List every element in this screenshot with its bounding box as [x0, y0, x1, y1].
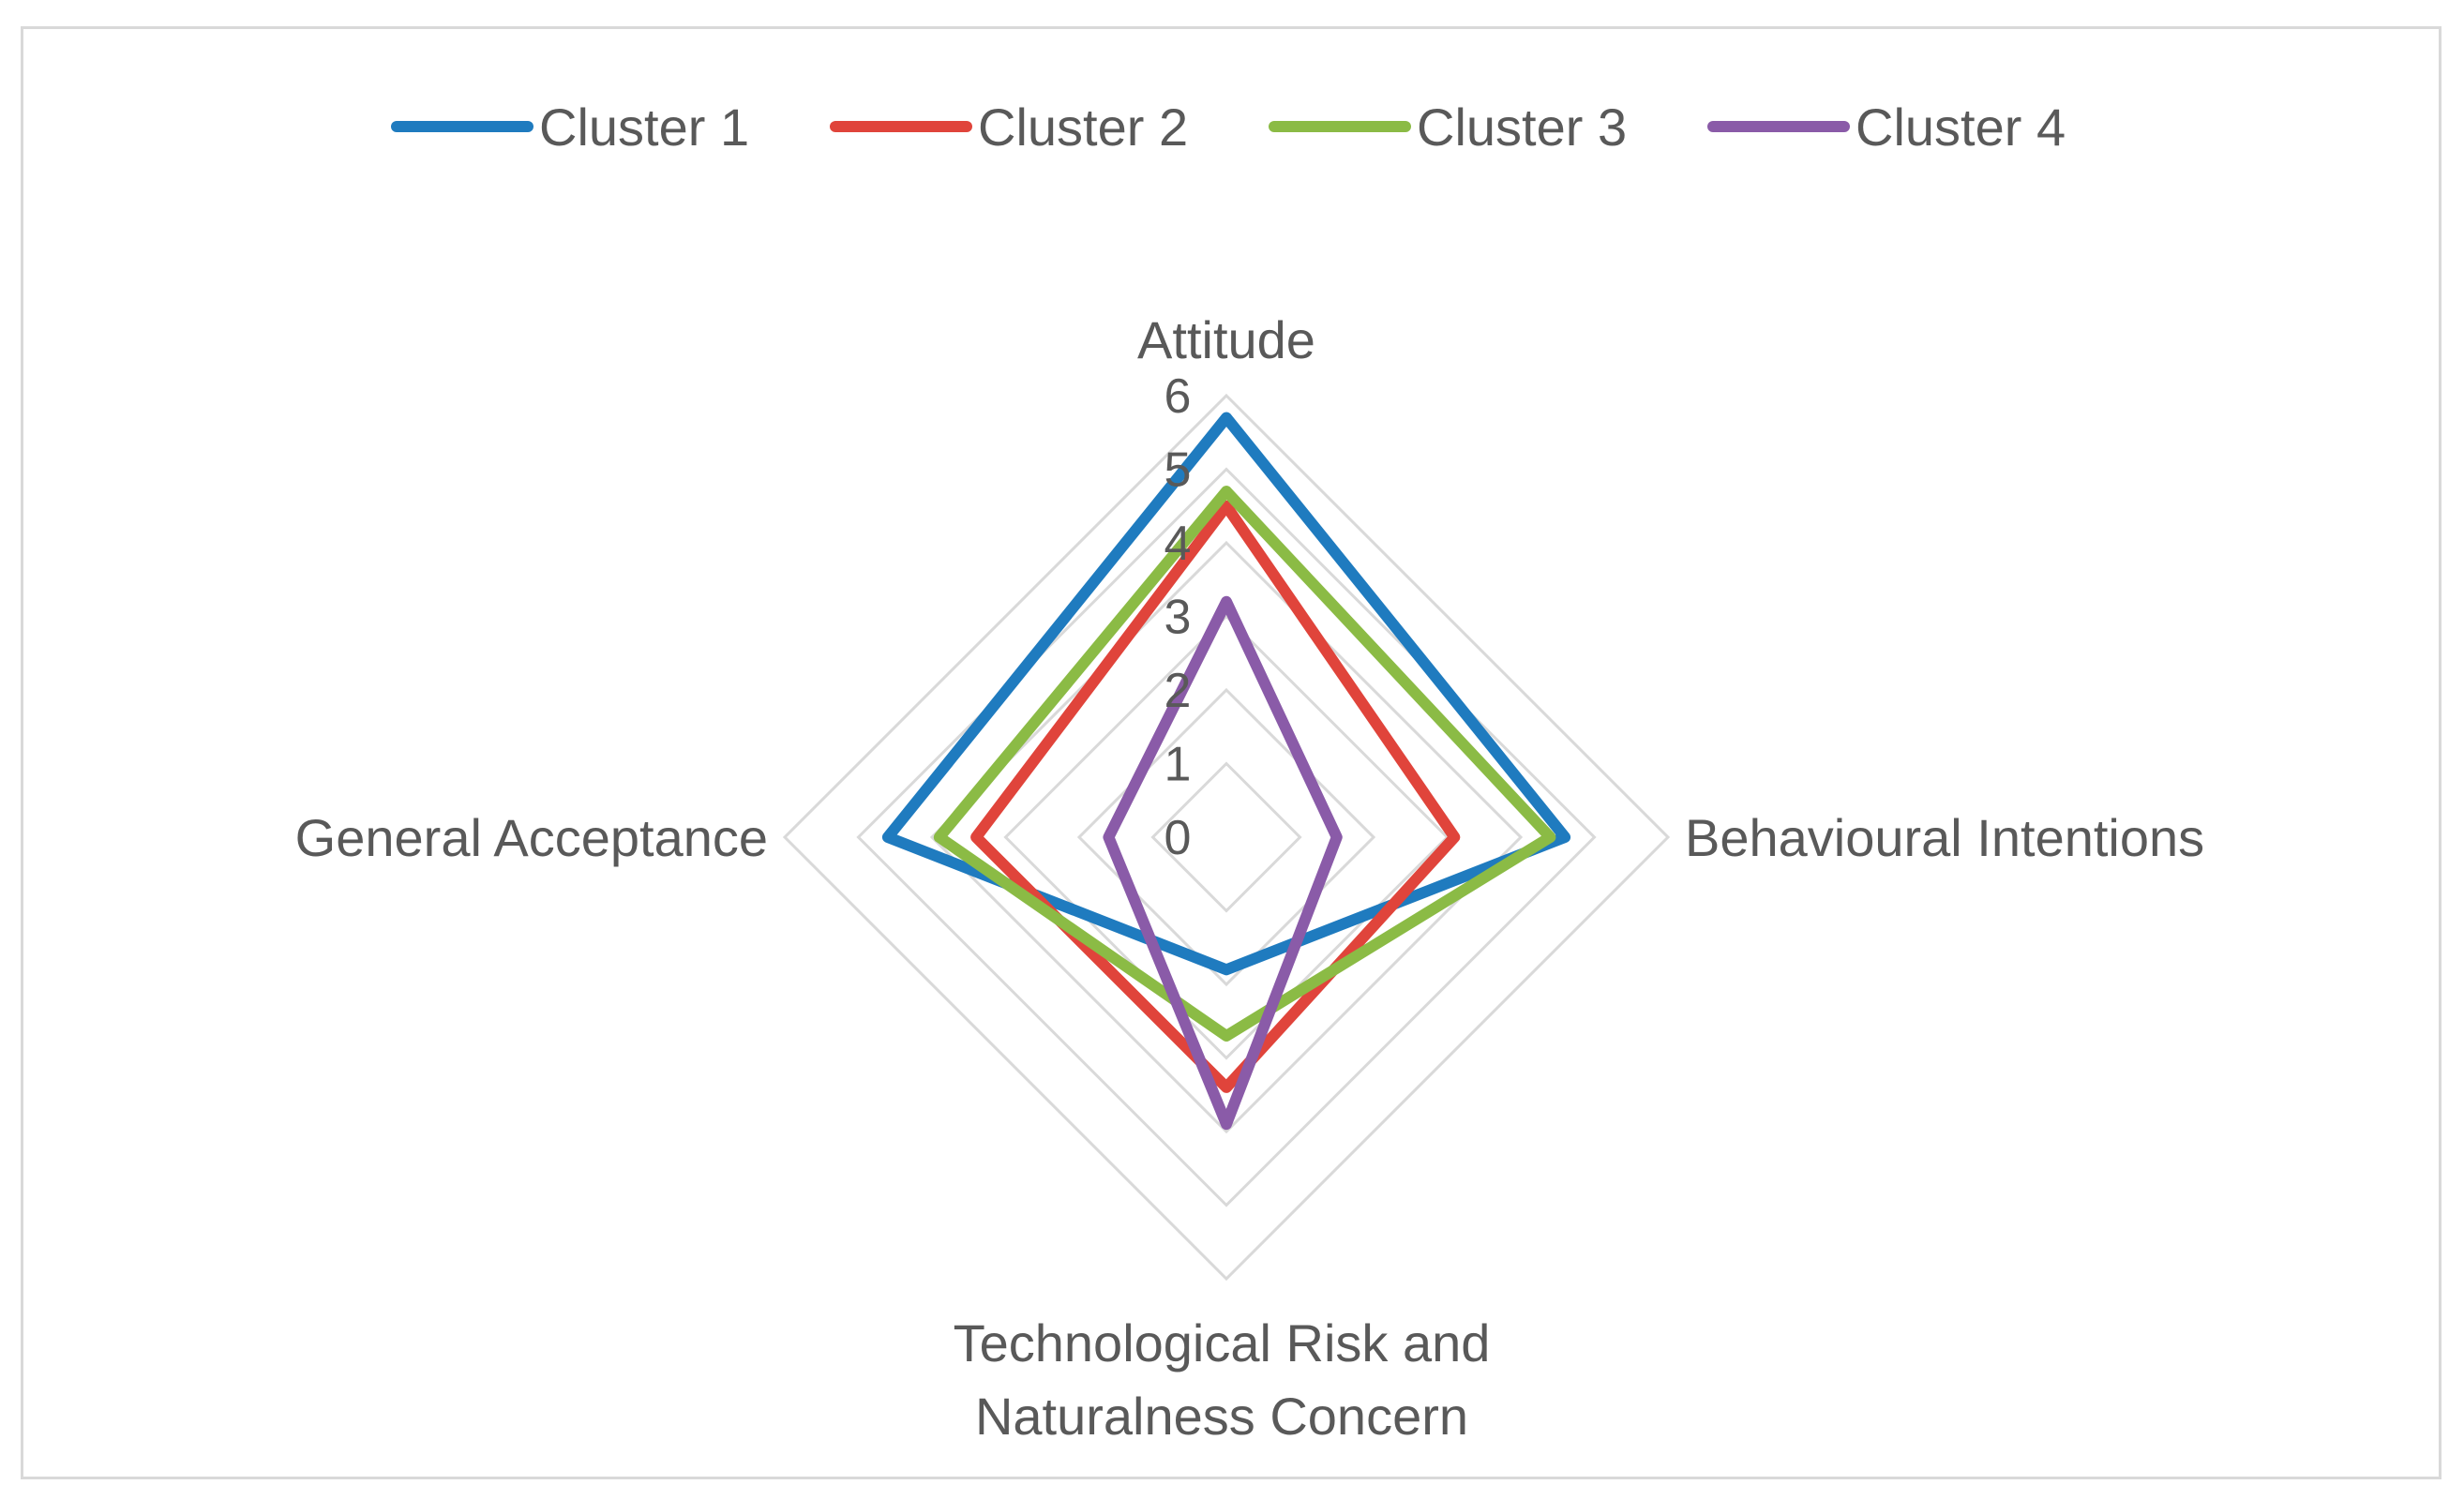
tick-label-4: 4: [1164, 517, 1192, 571]
series-lines: [881, 412, 1571, 1131]
axis-label-technological-risk-and-naturalness-concern-line-2: Naturalness Concern: [975, 1387, 1468, 1446]
grid-ring-5: [856, 467, 1597, 1208]
axis-label-general-acceptance: General Acceptance: [295, 808, 768, 867]
series-line-cluster-2: [970, 500, 1461, 1093]
radar-chart: Cluster 1 Cluster 2 Cluster 3 Cluster 4 0 1 2…: [295, 98, 2204, 1446]
axis-label-attitude: Attitude: [1137, 310, 1315, 369]
legend-label-cluster-2: Cluster 2: [978, 98, 1188, 157]
tick-label-0: 0: [1164, 811, 1192, 865]
series-line-cluster-4: [1103, 595, 1343, 1131]
series-line-cluster-1: [881, 412, 1571, 976]
legend-label-cluster-3: Cluster 3: [1417, 98, 1627, 157]
axis-labels: Attitude Behavioural Intentions Technologi…: [295, 310, 2204, 1446]
legend: Cluster 1 Cluster 2 Cluster 3 Cluster 4: [391, 98, 2066, 157]
tick-label-3: 3: [1164, 591, 1192, 645]
legend-label-cluster-1: Cluster 1: [539, 98, 749, 157]
series-line-cluster-3: [933, 486, 1556, 1042]
grid-ring-1: [1150, 761, 1302, 913]
radar-grid: [782, 393, 1671, 1282]
axis-label-behavioural-intentions: Behavioural Intentions: [1685, 808, 2204, 867]
tick-label-2: 2: [1164, 664, 1192, 718]
grid-ring-4: [929, 540, 1524, 1134]
axis-label-technological-risk-and-naturalness-concern-line-1: Technological Risk and: [954, 1313, 1491, 1372]
tick-label-5: 5: [1164, 443, 1192, 498]
tick-label-1: 1: [1164, 738, 1192, 792]
legend-label-cluster-4: Cluster 4: [1856, 98, 2066, 157]
grid-ring-3: [1003, 614, 1450, 1060]
grid-ring-2: [1076, 687, 1376, 987]
grid-ring-6: [782, 393, 1671, 1282]
tick-label-6: 6: [1164, 369, 1192, 424]
tick-labels: 0 1 2 3 4 5 6: [1164, 369, 1192, 865]
chart-frame: Cluster 1 Cluster 2 Cluster 3 Cluster 4 0 1 2…: [21, 26, 2441, 1479]
